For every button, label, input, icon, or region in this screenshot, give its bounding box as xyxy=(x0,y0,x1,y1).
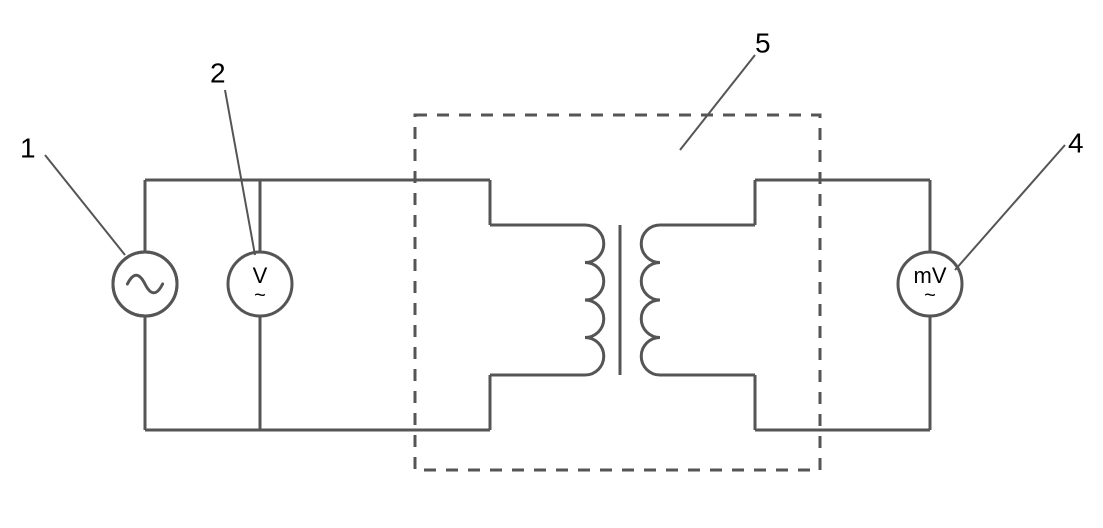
label-4: 4 xyxy=(1068,127,1084,158)
label-2: 2 xyxy=(210,57,226,88)
millivoltmeter-symbol-ac: ~ xyxy=(924,284,936,306)
label-1: 1 xyxy=(20,132,36,163)
voltmeter-symbol-ac: ~ xyxy=(254,284,266,306)
label-5: 5 xyxy=(755,27,771,58)
transformer-boundary-box xyxy=(415,115,820,470)
